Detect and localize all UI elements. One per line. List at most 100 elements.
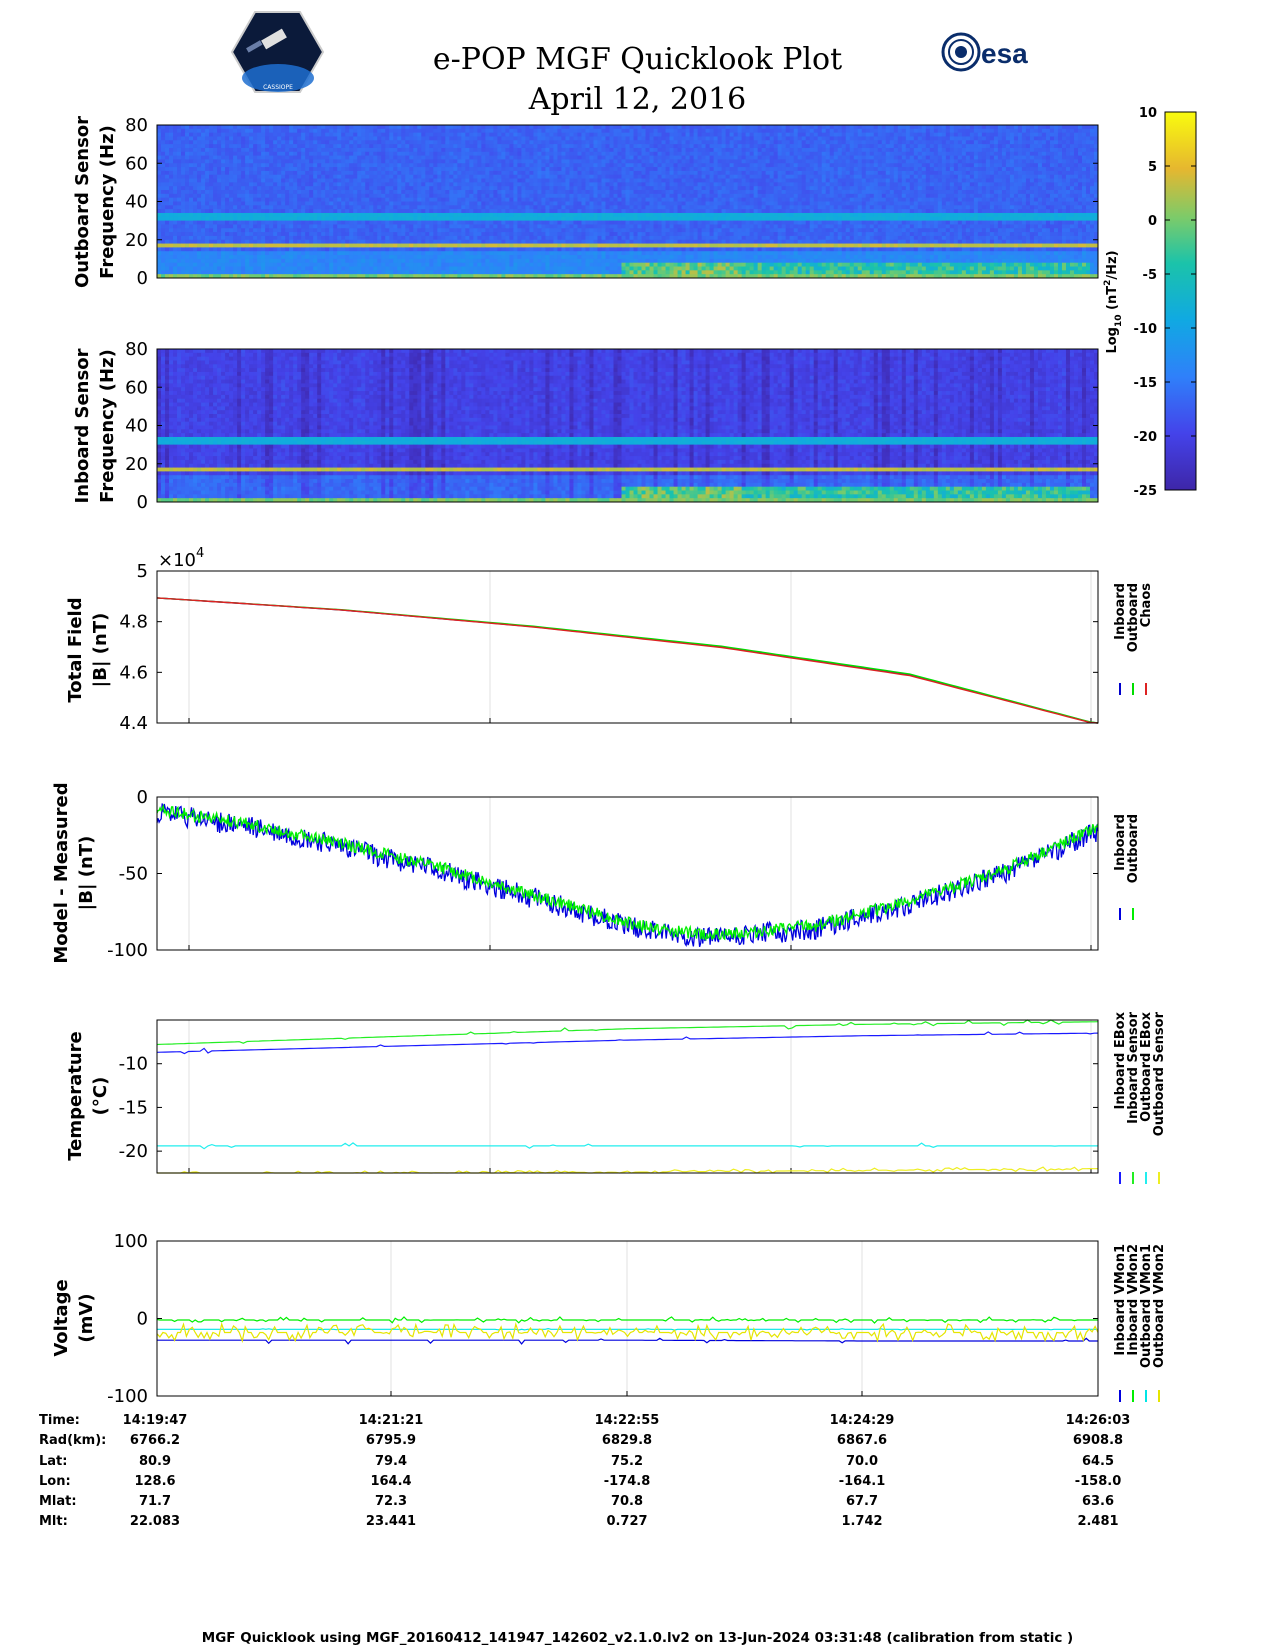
- spectrogram-cell: [1006, 133, 1011, 137]
- spectrogram-cell: [822, 136, 827, 140]
- spectrogram-cell: [866, 159, 871, 163]
- spectrogram-cell: [974, 133, 979, 137]
- spectrogram-cell: [233, 152, 238, 156]
- spectrogram-cell: [297, 129, 302, 133]
- spectrogram-cell: [173, 136, 178, 140]
- outboard-spectrogram-image: [157, 125, 1099, 279]
- spectrogram-cell: [329, 163, 334, 167]
- spectrogram-cell: [517, 152, 522, 156]
- spectrogram-cell: [489, 163, 494, 167]
- spectrogram-cell: [1078, 125, 1083, 129]
- spectrogram-cell: [714, 152, 719, 156]
- spectrogram-cell: [313, 129, 318, 133]
- spectrogram-cell: [301, 152, 306, 156]
- spectrogram-cell: [569, 125, 574, 129]
- spectrogram-cell: [894, 133, 899, 137]
- spectrogram-cell: [197, 140, 202, 144]
- spectrogram-cell: [1022, 140, 1026, 144]
- spectrogram-cell: [265, 159, 270, 163]
- spectrogram-cell: [213, 152, 218, 156]
- spectrogram-cell: [846, 129, 851, 133]
- spectrogram-cell: [169, 148, 174, 152]
- spectrogram-cell: [706, 148, 711, 152]
- spectrogram-cell: [1054, 133, 1059, 137]
- spectrogram-cell: [750, 125, 755, 129]
- spectrogram-cell: [261, 125, 266, 129]
- spectrogram-cell: [225, 148, 230, 152]
- spectrogram-cell: [169, 144, 174, 148]
- spectrogram-cell: [810, 159, 815, 163]
- spectrogram-cell: [213, 136, 218, 140]
- spectrogram-cell: [862, 133, 867, 137]
- spectrogram-cell: [221, 159, 226, 163]
- spectrogram-cell: [738, 140, 743, 144]
- spectrogram-cell: [902, 133, 907, 137]
- spectrogram-cell: [634, 163, 639, 167]
- spectrogram-cell: [429, 125, 434, 129]
- spectrogram-cell: [217, 133, 222, 137]
- spectrogram-cell: [173, 163, 178, 167]
- spectrogram-cell: [613, 152, 618, 156]
- spectrogram-cell: [165, 140, 170, 144]
- spectrogram-cell: [818, 133, 823, 137]
- spectrogram-cell: [293, 125, 298, 129]
- spectrogram-cell: [866, 125, 871, 129]
- spectrogram-cell: [626, 129, 631, 133]
- spectrogram-cell: [429, 156, 434, 160]
- spectrogram-cell: [405, 159, 410, 163]
- spectrogram-cell: [553, 148, 558, 152]
- spectrogram-cell: [830, 156, 835, 160]
- spectrogram-cell: [714, 144, 719, 148]
- spectrogram-cell: [1042, 152, 1047, 156]
- spectrogram-cell: [1058, 144, 1063, 148]
- spectrogram-cell: [301, 144, 306, 148]
- spectrogram-cell: [281, 163, 286, 167]
- spectrogram-cell: [726, 152, 731, 156]
- spectrogram-cell: [605, 140, 610, 144]
- spectrogram-cell: [157, 129, 162, 133]
- spectrogram-cell: [986, 125, 991, 129]
- spectrogram-cell: [201, 140, 206, 144]
- spectrogram-cell: [1070, 152, 1075, 156]
- spectrogram-cell: [806, 125, 811, 129]
- spectrogram-cell: [365, 129, 370, 133]
- spectrogram-cell: [585, 156, 590, 160]
- spectrogram-cell: [505, 163, 510, 167]
- spectrogram-cell: [553, 140, 558, 144]
- spectrogram-cell: [245, 148, 250, 152]
- spectrogram-cell: [233, 159, 238, 163]
- spectrogram-cell: [537, 125, 542, 129]
- spectrogram-cell: [193, 148, 198, 152]
- spectrogram-cell: [758, 148, 763, 152]
- spectrogram-cell: [874, 159, 879, 163]
- spectrogram-cell: [666, 136, 671, 140]
- spectrogram-cell: [626, 148, 631, 152]
- spectrogram-cell: [902, 144, 907, 148]
- spectrogram-cell: [381, 125, 386, 129]
- spectrogram-cell: [261, 163, 266, 167]
- spectrogram-cell: [886, 140, 891, 144]
- spectrogram-cell: [818, 136, 823, 140]
- spectrogram-cell: [950, 156, 955, 160]
- spectrogram-cell: [289, 125, 294, 129]
- spectrogram-cell: [345, 129, 350, 133]
- spectrogram-cell: [357, 159, 362, 163]
- spectrogram-cell: [1078, 133, 1083, 137]
- spectrogram-cell: [1070, 133, 1075, 137]
- spectrogram-cell: [493, 125, 498, 129]
- spectrogram-cell: [694, 136, 699, 140]
- spectrogram-cell: [774, 140, 779, 144]
- spectrogram-cell: [1042, 140, 1047, 144]
- spectrogram-cell: [309, 136, 314, 140]
- spectrogram-cell: [850, 163, 855, 167]
- spectrogram-cell: [541, 136, 546, 140]
- spectrogram-cell: [906, 140, 911, 144]
- spectrogram-cell: [165, 156, 170, 160]
- spectrogram-cell: [213, 144, 218, 148]
- spectrogram-cell: [926, 136, 931, 140]
- spectrogram-cell: [309, 148, 314, 152]
- spectrogram-cell: [397, 148, 402, 152]
- spectrogram-cell: [473, 152, 478, 156]
- spectrogram-cell: [501, 159, 506, 163]
- spectrogram-cell: [489, 156, 494, 160]
